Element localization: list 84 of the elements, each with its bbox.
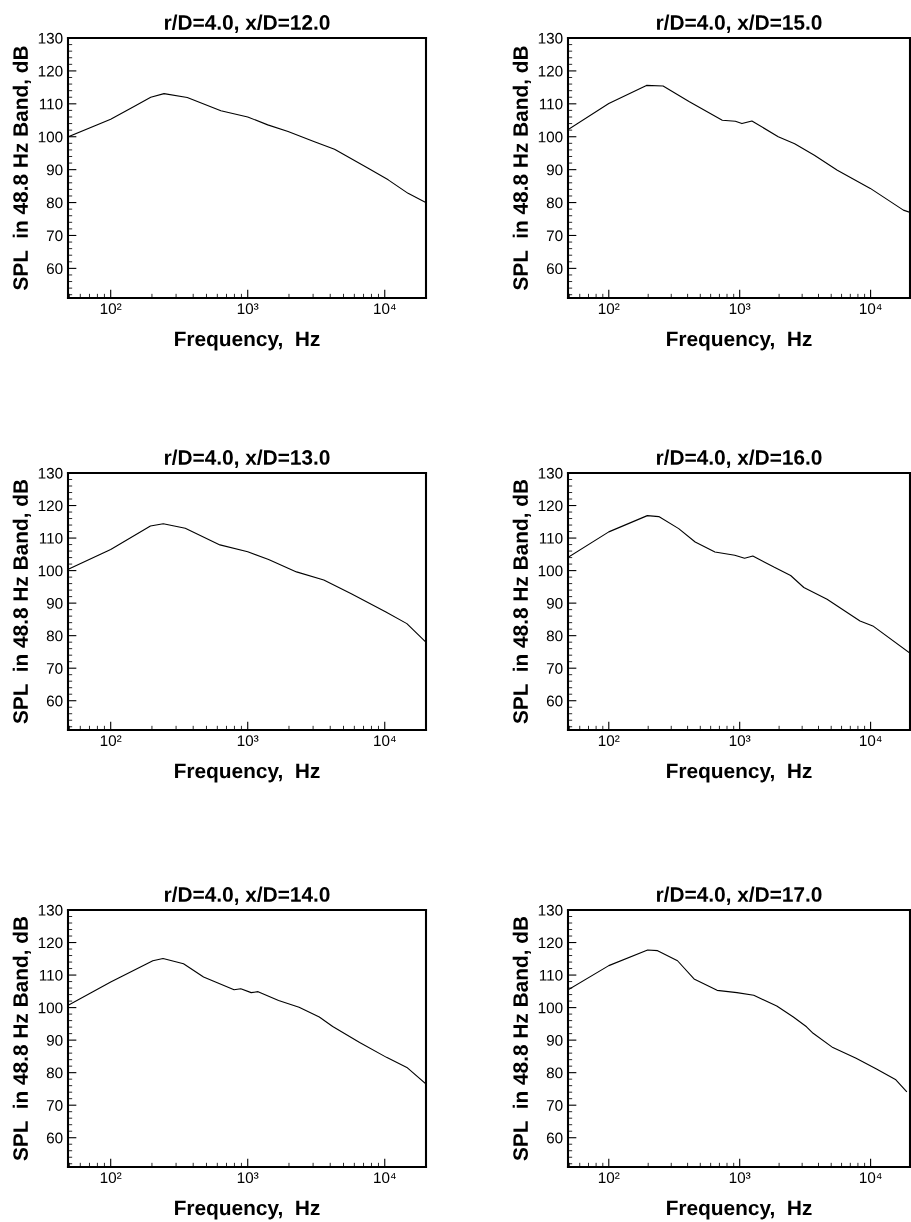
y-tick-label: 70 <box>546 1100 563 1111</box>
y-tick-label: 90 <box>546 597 563 609</box>
x-tick-label: 10² <box>598 735 620 747</box>
x-tick-label: 10³ <box>729 735 751 747</box>
y-tick-label: 120 <box>538 937 563 949</box>
x-tick-label: 10² <box>100 1172 122 1184</box>
y-tick-label: 110 <box>539 98 563 110</box>
chart-title: r/D=4.0, x/D=14.0 <box>164 886 330 905</box>
y-tick-label: 110 <box>39 98 63 110</box>
y-tick-label: 120 <box>38 65 63 77</box>
y-tick-label: 70 <box>46 230 63 242</box>
y-tick-label: 60 <box>546 695 563 707</box>
y-tick-label: 130 <box>538 467 563 479</box>
y-tick-label: 100 <box>538 131 563 143</box>
y-tick-label: 70 <box>546 230 563 242</box>
y-tick-label: 60 <box>46 263 63 275</box>
y-tick-label: 70 <box>46 1100 63 1111</box>
x-tick-label: 10⁴ <box>859 735 882 747</box>
x-tick-label: 10³ <box>237 735 259 747</box>
y-tick-label: 100 <box>38 1002 63 1014</box>
y-tick-label: 90 <box>546 1034 563 1046</box>
x-axis-title: Frequency, Hz <box>175 331 320 351</box>
y-tick-label: 80 <box>46 630 63 642</box>
x-axis-title: Frequency, Hz <box>667 331 812 351</box>
y-tick-label: 130 <box>538 32 563 44</box>
y-tick-label: 80 <box>546 630 563 642</box>
y-tick-label: 120 <box>538 65 563 77</box>
y-tick-label: 100 <box>38 565 63 577</box>
x-tick-label: 10³ <box>237 1172 259 1184</box>
x-tick-label: 10⁴ <box>859 1172 882 1184</box>
y-tick-label: 120 <box>538 500 563 512</box>
x-tick-label: 10² <box>598 303 620 315</box>
y-tick-label: 120 <box>38 500 63 512</box>
chart-title: r/D=4.0, x/D=12.0 <box>164 14 330 33</box>
y-axis-title: SPL in 48.8 Hz Band, dB <box>512 479 531 724</box>
y-tick-label: 90 <box>46 1034 63 1046</box>
y-tick-label: 70 <box>546 663 563 674</box>
y-tick-label: 80 <box>546 1067 563 1079</box>
y-tick-label: 80 <box>46 197 63 209</box>
y-tick-label: 130 <box>38 467 63 479</box>
y-axis-title: SPL in 48.8 Hz Band, dB <box>512 916 531 1161</box>
y-tick-label: 60 <box>546 1132 563 1144</box>
x-tick-label: 10² <box>100 735 122 747</box>
y-tick-label: 60 <box>46 695 63 707</box>
chart-title: r/D=4.0, x/D=17.0 <box>656 886 822 905</box>
x-axis-title: Frequency, Hz <box>667 763 812 783</box>
y-tick-label: 60 <box>546 263 563 275</box>
y-tick-label: 130 <box>38 904 63 916</box>
chart-title: r/D=4.0, x/D=15.0 <box>656 14 822 33</box>
x-tick-label: 10³ <box>729 1172 751 1184</box>
y-tick-label: 120 <box>38 937 63 949</box>
y-tick-label: 130 <box>538 904 563 916</box>
chart-title: r/D=4.0, x/D=13.0 <box>164 449 330 468</box>
y-axis-title: SPL in 48.8 Hz Band, dB <box>12 46 31 290</box>
y-tick-label: 110 <box>39 969 63 981</box>
y-tick-label: 110 <box>539 969 563 981</box>
y-axis-title: SPL in 48.8 Hz Band, dB <box>512 46 531 290</box>
chart-title: r/D=4.0, x/D=16.0 <box>656 449 822 468</box>
y-tick-label: 90 <box>46 597 63 609</box>
y-tick-label: 100 <box>38 131 63 143</box>
x-tick-label: 10² <box>100 303 122 315</box>
x-tick-label: 10³ <box>237 303 259 315</box>
y-tick-label: 90 <box>46 164 63 176</box>
x-tick-label: 10² <box>598 1172 620 1184</box>
y-tick-label: 110 <box>39 532 63 544</box>
x-tick-label: 10⁴ <box>859 303 882 315</box>
y-tick-label: 90 <box>546 164 563 176</box>
x-axis-title: Frequency, Hz <box>667 1200 812 1220</box>
x-tick-label: 10³ <box>729 303 751 315</box>
y-tick-label: 110 <box>539 532 563 544</box>
x-tick-label: 10⁴ <box>374 735 396 747</box>
y-tick-label: 130 <box>38 32 63 44</box>
y-axis-title: SPL in 48.8 Hz Band, dB <box>12 479 31 724</box>
y-axis-title: SPL in 48.8 Hz Band, dB <box>12 916 31 1161</box>
y-tick-label: 60 <box>46 1132 63 1144</box>
y-tick-label: 70 <box>46 663 63 674</box>
x-axis-title: Frequency, Hz <box>175 1200 320 1220</box>
y-tick-label: 100 <box>538 1002 563 1014</box>
y-tick-label: 100 <box>538 565 563 577</box>
x-tick-label: 10⁴ <box>374 1172 396 1184</box>
x-tick-label: 10⁴ <box>374 303 396 315</box>
x-axis-title: Frequency, Hz <box>175 763 320 783</box>
y-tick-label: 80 <box>546 197 563 209</box>
y-tick-label: 80 <box>46 1067 63 1079</box>
